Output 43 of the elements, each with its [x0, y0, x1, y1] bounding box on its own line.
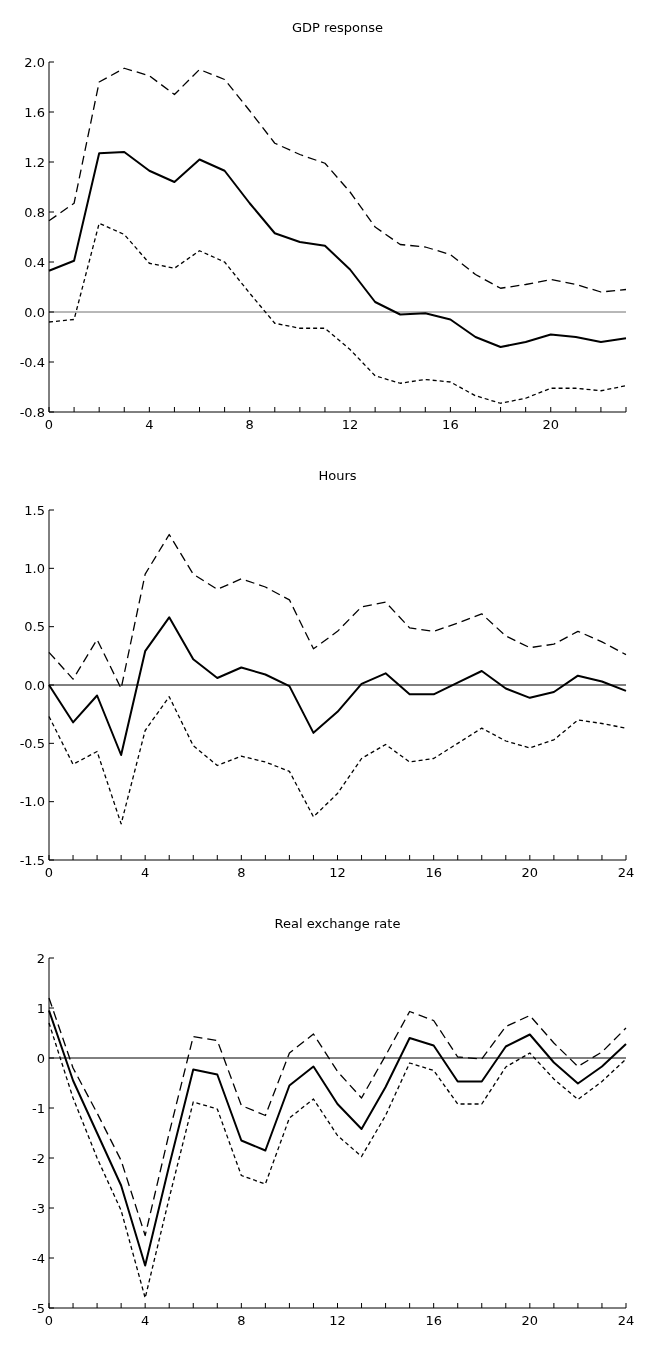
y-tick-label: -3 [32, 1200, 45, 1216]
x-tick-label: 8 [237, 1313, 246, 1328]
y-tick-label: -2 [32, 1150, 45, 1166]
y-tick-label: 0.8 [24, 204, 45, 220]
x-tick-label: 12 [329, 865, 346, 880]
x-tick-label: 4 [145, 417, 154, 432]
y-tick-label: 1.5 [24, 502, 45, 518]
x-tick-label: 20 [521, 865, 539, 880]
y-tick-label: 2 [36, 950, 45, 966]
y-tick-label: 0.5 [24, 619, 45, 635]
x-tick-label: 16 [442, 417, 459, 432]
y-tick-label: 1 [36, 1000, 45, 1016]
x-tick-label: 20 [521, 1313, 539, 1328]
y-tick-label: -0.8 [19, 404, 45, 420]
y-tick-label: -1 [32, 1100, 45, 1116]
y-tick-label: -5 [32, 1300, 45, 1316]
y-tick-label: 2.0 [24, 54, 45, 70]
x-tick-label: 16 [425, 865, 442, 880]
y-tick-label: -0.4 [19, 354, 45, 370]
y-tick-label: -0.5 [19, 735, 45, 751]
y-tick-label: 0.0 [24, 677, 45, 693]
y-tick-label: 0 [36, 1050, 45, 1066]
x-tick-label: 12 [341, 417, 359, 432]
x-tick-label: 12 [329, 1313, 346, 1328]
chart-title: Hours [318, 468, 357, 483]
x-tick-label: 4 [141, 865, 150, 880]
x-tick-label: 24 [617, 865, 635, 880]
y-tick-label: -1.5 [19, 852, 45, 868]
x-tick-label: 8 [237, 865, 246, 880]
y-tick-label: -4 [32, 1250, 45, 1266]
y-tick-label: -1.0 [19, 794, 45, 810]
chart-title: Real exchange rate [274, 916, 401, 931]
y-tick-label: 1.0 [24, 560, 45, 576]
y-tick-label: 1.2 [24, 154, 45, 170]
y-tick-label: 1.6 [24, 104, 45, 120]
chart-title: GDP response [291, 20, 384, 35]
x-tick-label: 4 [141, 1313, 150, 1328]
x-tick-label: 16 [425, 1313, 442, 1328]
x-tick-label: 24 [617, 1313, 635, 1328]
x-tick-label: 8 [245, 417, 254, 432]
y-tick-label: 0.0 [24, 304, 45, 320]
x-tick-label: 20 [542, 417, 560, 432]
y-tick-label: 0.4 [24, 254, 45, 270]
